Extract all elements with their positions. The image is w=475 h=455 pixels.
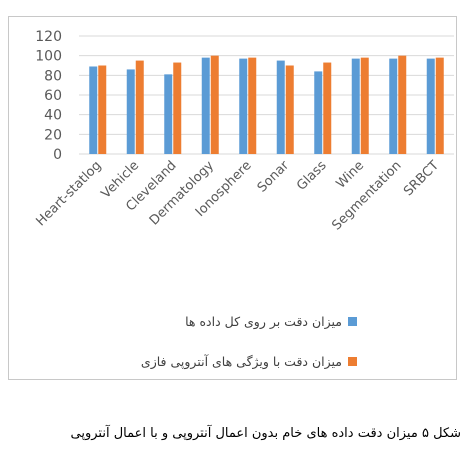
bar-2 [285,65,294,154]
bar-2 [323,62,332,154]
y-tick-label: 120 [35,29,62,45]
legend-item-series-2: میزان دقت با ویژگی های آنتروپی فازی [117,351,357,371]
bar-1 [276,60,285,155]
bar-2 [210,55,219,154]
x-tick-label: Glass [294,158,330,194]
y-tick-label: 0 [53,147,62,163]
legend-label-series-1: میزان دقت بر روی کل داده ها [185,313,342,329]
x-tick-label: Sonar [255,158,293,196]
y-tick-label: 100 [35,49,62,65]
legend-item-series-1: میزان دقت بر روی کل داده ها [117,311,357,331]
legend-label-series-2: میزان دقت با ویژگی های آنتروپی فازی [140,353,342,369]
bar-2 [135,60,144,155]
bar-2 [173,62,182,154]
bar-1 [164,74,173,154]
y-tick-label: 40 [44,108,62,124]
bar-1 [426,58,435,154]
chart-frame: 0 20 40 60 80 100 120 Heart-statlog Vehicle Cleve… [8,16,457,380]
chart-legend: میزان دقت بر روی کل داده ها میزان دقت با… [117,311,357,391]
bar-1 [239,58,248,154]
x-tick-label: Heart-statlog [33,158,104,229]
x-tick-label: SRBCT [401,158,442,199]
y-tick-label: 20 [44,127,62,143]
legend-swatch-series-1 [348,316,357,326]
y-tick-label: 60 [44,88,62,104]
bar-2 [435,57,444,155]
bar-1 [201,57,210,155]
bar-chart: 020406080100120Heart-statlogVehicleCleve… [33,29,454,233]
figure-caption: شکل ۵ میزان دقت داده های خام بدون اعمال … [70,426,461,441]
bar-2 [398,55,407,154]
legend-swatch-series-2 [348,356,357,366]
bar-1 [126,69,135,154]
bar-2 [248,57,257,155]
bar-1 [351,58,360,154]
y-tick-label: 80 [44,68,62,84]
bar-1 [314,71,323,154]
bar-1 [89,66,98,154]
x-tick-label: Wine [334,158,368,192]
bar-2 [360,57,369,155]
bar-1 [389,58,398,154]
bar-2 [98,65,107,154]
x-tick-label: Segmentation [329,158,404,233]
